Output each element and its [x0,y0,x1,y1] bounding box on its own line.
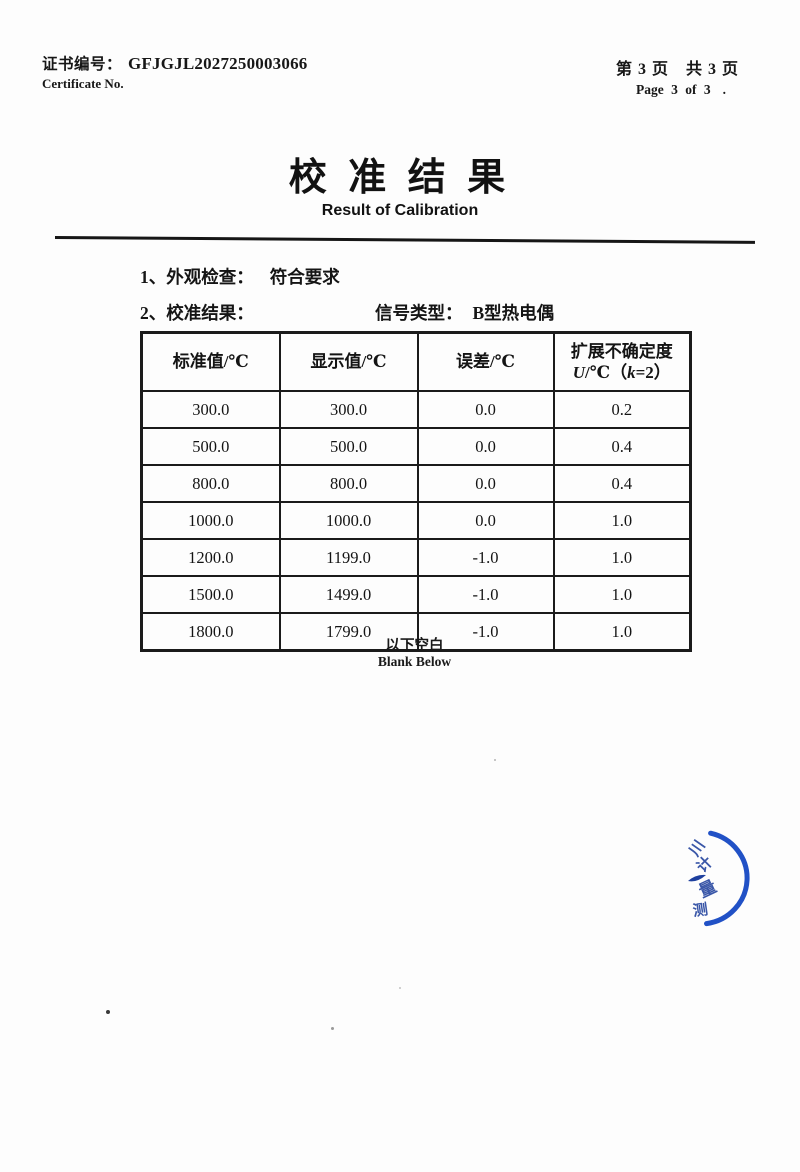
cell-displayed: 800.0 [278,464,419,503]
table-row: 1000.0 1000.0 0.0 1.0 [140,501,692,540]
page-indicator-period: . [722,82,726,97]
calibration-result-item: 2、校准结果： [140,300,254,325]
appearance-check-item: 1、外观检查： 符合要求 [140,264,340,289]
col-header-displayed-value: 显示值/℃ [278,331,419,392]
cell-error: -1.0 [416,538,555,577]
page-indicator-en-text: Page 3 of 3 [636,82,711,97]
cell-error: 0.0 [416,501,555,540]
certificate-number-label-en: Certificate No. [42,76,124,91]
cell-standard: 500.0 [140,427,281,466]
signal-type-value: B型热电偶 [472,303,555,323]
cell-standard: 1000.0 [140,501,281,540]
cell-uncertainty: 0.2 [552,390,692,429]
cell-standard: 1200.0 [140,538,281,577]
cell-error: 0.0 [416,464,555,503]
scan-speck [494,759,496,761]
stamp-arc [704,830,750,927]
cell-displayed: 1799.0 [278,612,419,652]
appearance-check-value: 符合要求 [269,267,340,287]
scan-speck [106,1010,110,1014]
table-header-row: 标准值/℃ 显示值/℃ 误差/℃ 扩展不确定度 U/℃（k=2） [140,331,692,392]
cell-uncertainty: 1.0 [552,538,692,577]
calibration-table: 标准值/℃ 显示值/℃ 误差/℃ 扩展不确定度 U/℃（k=2） 300.0 3… [140,331,692,652]
cell-uncertainty: 1.0 [552,575,692,614]
stamp-character: 测 [692,900,709,920]
col-header-uncertainty: 扩展不确定度 U/℃（k=2） [552,331,692,392]
cell-error: 0.0 [416,390,555,429]
stamp-leaf-icon [688,874,706,882]
cell-standard: 300.0 [140,390,281,429]
scan-speck [399,987,401,989]
cell-error: -1.0 [416,612,555,652]
cell-displayed: 1199.0 [278,538,419,577]
page-title: 校 准 结 果 [288,157,512,199]
appearance-check-label: 1、外观检查： [140,267,254,287]
scan-speck [331,1027,334,1030]
cell-displayed: 1499.0 [278,575,419,614]
cell-uncertainty: 0.4 [552,427,692,466]
cell-uncertainty: 0.4 [552,464,692,503]
table-row: 800.0 800.0 0.0 0.4 [140,464,692,503]
uncertainty-line1: 扩展不确定度 [570,341,673,361]
page-indicator-cn: 第 3 页 共 3 页 [616,61,740,78]
uncertainty-k-symbol: k [627,363,636,382]
table-row: 1500.0 1499.0 -1.0 1.0 [140,575,692,614]
cell-standard: 800.0 [140,464,281,503]
uncertainty-end: =2） [635,363,671,382]
cell-displayed: 500.0 [278,427,419,466]
divider-rule [54,236,755,244]
page-indicator-en: Page 3 of 3. [616,82,766,98]
signal-type: 信号类型： B型热电偶 [375,300,554,325]
stamp-seal: 川 计 量 测 [685,830,750,927]
col-header-error: 误差/℃ [416,331,555,392]
table-row: 1800.0 1799.0 -1.0 1.0 [140,612,692,652]
certificate-number-label-cn: 证书编号： [42,56,123,73]
stamp-character: 川 [685,837,708,860]
cell-standard: 1500.0 [140,575,281,614]
cell-displayed: 300.0 [278,390,419,429]
blank-note-en: Blank Below [377,654,452,669]
page-indicator: 第 3 页 共 3 页 Page 3 of 3. [616,55,766,98]
uncertainty-u-symbol: U [572,363,585,382]
calibration-result-label: 2、校准结果： [140,303,254,323]
page-subtitle: Result of Calibration [321,202,479,219]
cell-error: 0.0 [416,427,555,466]
col-header-standard-value: 标准值/℃ [140,331,281,392]
certificate-number-value: GFJGJL2027250003066 [128,54,308,73]
cell-uncertainty: 1.0 [552,501,692,540]
cell-uncertainty: 1.0 [552,612,692,652]
cell-standard: 1800.0 [140,612,281,652]
certificate-number-block: 证书编号： GFJGJL2027250003066 Certificate No. [42,52,308,92]
stamp-character: 量 [696,876,720,901]
cell-error: -1.0 [416,575,555,614]
table-row: 500.0 500.0 0.0 0.4 [140,427,692,466]
table-row: 300.0 300.0 0.0 0.2 [140,390,692,429]
cell-displayed: 1000.0 [278,501,419,540]
uncertainty-mid: /℃（ [585,363,628,382]
blank-note-cn: 以下空白 [385,638,444,654]
table-row: 1200.0 1199.0 -1.0 1.0 [140,538,692,577]
signal-type-label: 信号类型： [375,303,463,323]
